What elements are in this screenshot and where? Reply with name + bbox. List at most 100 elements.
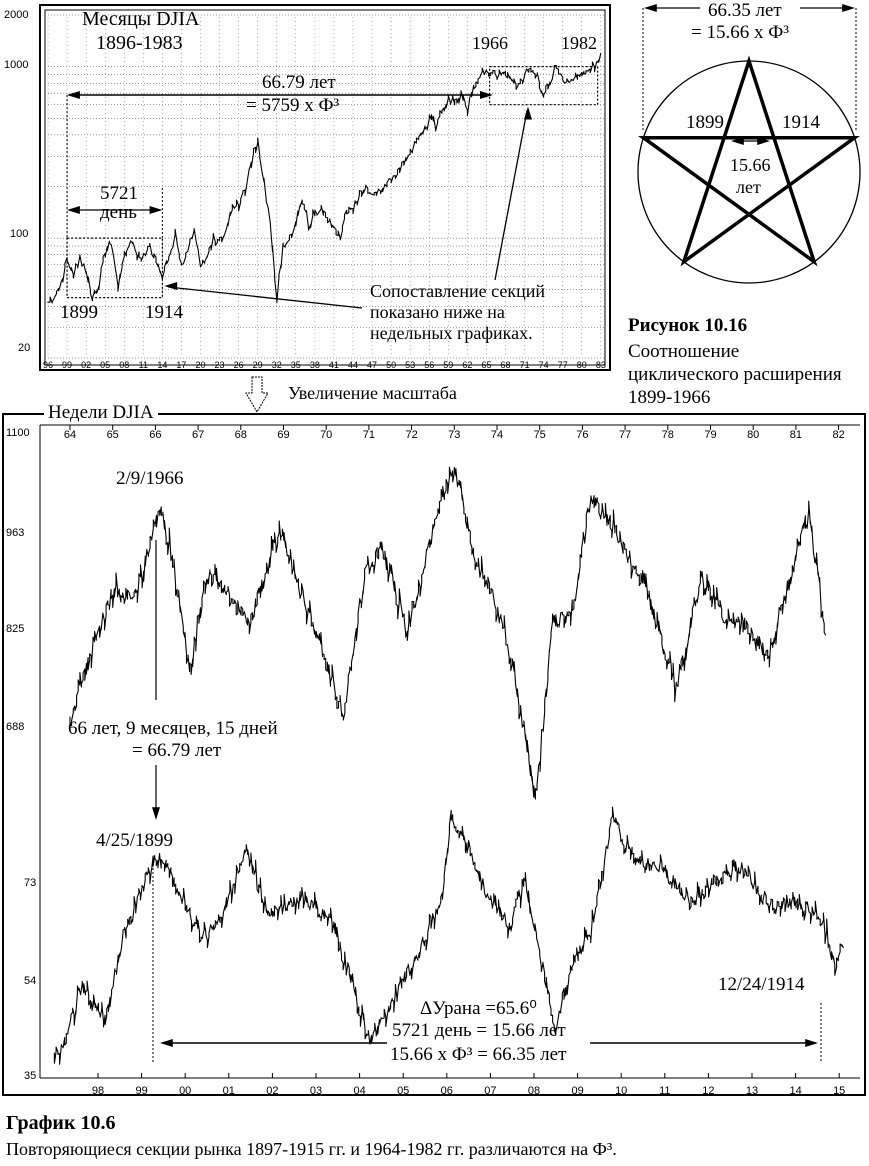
annotation-compare-3: недельных графиках. bbox=[370, 323, 533, 343]
annotation-compare-2: показано ниже на bbox=[370, 302, 505, 322]
top-x-tick-label: 08 bbox=[119, 360, 129, 370]
top-x-tick-label: 50 bbox=[386, 360, 396, 370]
compare-arrow-right-head bbox=[524, 106, 532, 120]
lower-year-label: 15 bbox=[833, 1085, 845, 1097]
zoom-arrow bbox=[245, 376, 269, 413]
top-x-tick-label: 71 bbox=[520, 360, 530, 370]
figure-1016-title: Рисунок 10.16 bbox=[628, 315, 748, 336]
top-x-tick-label: 53 bbox=[405, 360, 415, 370]
top-chart-title: Месяцы DJIA bbox=[82, 8, 200, 30]
pentagram-label-1899: 1899 bbox=[686, 112, 724, 133]
y-tick-20: 20 bbox=[18, 342, 31, 354]
top-x-tick-label: 68 bbox=[501, 360, 511, 370]
lower-year-label: 10 bbox=[615, 1085, 627, 1097]
y-tick-100: 100 bbox=[10, 228, 29, 240]
annotation-uranus: ΔУрана =65.6⁰ bbox=[420, 998, 537, 1019]
upper-year-label: 65 bbox=[107, 429, 119, 441]
lower-year-label: 14 bbox=[789, 1085, 801, 1097]
caption-text: Повторяющиеся секции рынка 1897-1915 гг.… bbox=[6, 1139, 617, 1159]
zoom-label: Увеличение масштаба bbox=[288, 383, 457, 403]
figure-1016-line1: Соотношение bbox=[628, 341, 740, 362]
top-x-tick-label: 47 bbox=[367, 360, 377, 370]
lower-y-tick-label: 54 bbox=[24, 975, 36, 987]
djia-weekly-1964-1982-series bbox=[69, 466, 827, 800]
upper-year-label: 76 bbox=[576, 429, 588, 441]
arrow-6679-head-right bbox=[480, 91, 493, 99]
compare-arrow-left-head bbox=[164, 282, 178, 290]
arrow-5721-head-right bbox=[149, 206, 163, 214]
annotation-1899: 1899 bbox=[60, 302, 98, 323]
lower-year-label: 07 bbox=[484, 1085, 496, 1097]
long-arrow-right-head bbox=[805, 1039, 818, 1047]
pentagram-arrow-right-head bbox=[842, 4, 855, 12]
pentagram-center-arrow-left bbox=[731, 137, 744, 145]
pentagram-center-arrow-right bbox=[757, 137, 770, 145]
top-x-tick-label: 80 bbox=[577, 360, 587, 370]
top-x-tick-label: 62 bbox=[462, 360, 472, 370]
top-x-tick-label: 99 bbox=[62, 360, 72, 370]
top-x-tick-label: 11 bbox=[139, 360, 148, 370]
upper-y-tick-label: 688 bbox=[6, 721, 24, 733]
upper-year-label: 80 bbox=[747, 429, 759, 441]
annotation-1966: 1966 bbox=[472, 33, 508, 53]
bottom-chart-title: Недели DJIA bbox=[44, 402, 158, 424]
upper-year-label: 69 bbox=[277, 429, 289, 441]
annotation-66-years-2: = 66.79 лет bbox=[132, 740, 222, 761]
djia-weekly-1897-1915-series bbox=[53, 806, 845, 1065]
annotation-66-years-1: 66 лет, 9 месяцев, 15 дней bbox=[68, 718, 278, 739]
top-x-tick-label: 26 bbox=[234, 360, 244, 370]
top-x-tick-label: 32 bbox=[272, 360, 282, 370]
pentagram-top-1: 66.35 лет bbox=[708, 0, 782, 21]
top-x-tick-label: 35 bbox=[291, 360, 301, 370]
caption-title: График 10.6 bbox=[6, 1112, 116, 1134]
top-x-tick-label: 77 bbox=[558, 360, 568, 370]
upper-year-label: 72 bbox=[405, 429, 417, 441]
pentagram-center-let: лет bbox=[736, 177, 761, 197]
upper-year-label: 67 bbox=[192, 429, 204, 441]
upper-year-label: 78 bbox=[662, 429, 674, 441]
upper-year-label: 71 bbox=[363, 429, 375, 441]
annotation-1566-phi: 15.66 x Ф³ = 66.35 лет bbox=[390, 1044, 567, 1065]
pentagram-center-1566: 15.66 bbox=[730, 155, 771, 175]
annotation-compare-1: Сопоставление секций bbox=[370, 281, 545, 301]
upper-year-label: 82 bbox=[832, 429, 844, 441]
upper-y-tick-label: 963 bbox=[6, 527, 24, 539]
top-x-tick-label: 38 bbox=[310, 360, 320, 370]
date-1914: 12/24/1914 bbox=[718, 974, 805, 995]
lower-y-tick-label: 73 bbox=[24, 877, 36, 889]
top-x-tick-label: 65 bbox=[481, 360, 491, 370]
figure-1016-line3: 1899-1966 bbox=[628, 387, 711, 408]
upper-year-label: 64 bbox=[64, 429, 76, 441]
upper-year-label: 70 bbox=[320, 429, 332, 441]
lower-year-label: 05 bbox=[397, 1085, 409, 1097]
y-tick-2000: 2000 bbox=[4, 9, 29, 21]
lower-year-label: 98 bbox=[92, 1085, 104, 1097]
top-x-tick-label: 20 bbox=[195, 360, 205, 370]
pentagram-star bbox=[638, 55, 860, 267]
top-x-tick-label: 05 bbox=[100, 360, 110, 370]
arrow-5721-head-left bbox=[67, 206, 80, 214]
date-1899: 4/25/1899 bbox=[96, 830, 174, 851]
annotation-1914: 1914 bbox=[145, 302, 183, 323]
annotation-6679: 66.79 лет bbox=[262, 72, 336, 93]
top-x-tick-label: 44 bbox=[348, 360, 358, 370]
long-arrow-left-head bbox=[160, 1039, 173, 1047]
arrow-6679-head-left bbox=[67, 91, 80, 99]
lower-year-label: 13 bbox=[746, 1085, 758, 1097]
lower-year-label: 03 bbox=[310, 1085, 322, 1097]
annotation-5721-days: 5721 день = 15.66 лет bbox=[392, 1020, 566, 1041]
pentagram-arrow-left-head bbox=[644, 4, 657, 12]
top-x-tick-label: 41 bbox=[329, 360, 339, 370]
top-x-tick-label: 14 bbox=[157, 360, 167, 370]
top-chart-years: 1896-1983 bbox=[96, 32, 183, 54]
top-x-tick-label: 56 bbox=[424, 360, 434, 370]
top-x-tick-label: 59 bbox=[443, 360, 453, 370]
upper-year-label: 66 bbox=[149, 429, 161, 441]
annotation-6679-b: = 5759 x Ф³ bbox=[246, 95, 340, 116]
top-x-tick-label: 29 bbox=[253, 360, 263, 370]
lower-year-label: 08 bbox=[528, 1085, 540, 1097]
annotation-1982: 1982 bbox=[561, 33, 597, 53]
top-chart-frame bbox=[39, 4, 611, 371]
compare-arrow-left bbox=[168, 286, 363, 309]
